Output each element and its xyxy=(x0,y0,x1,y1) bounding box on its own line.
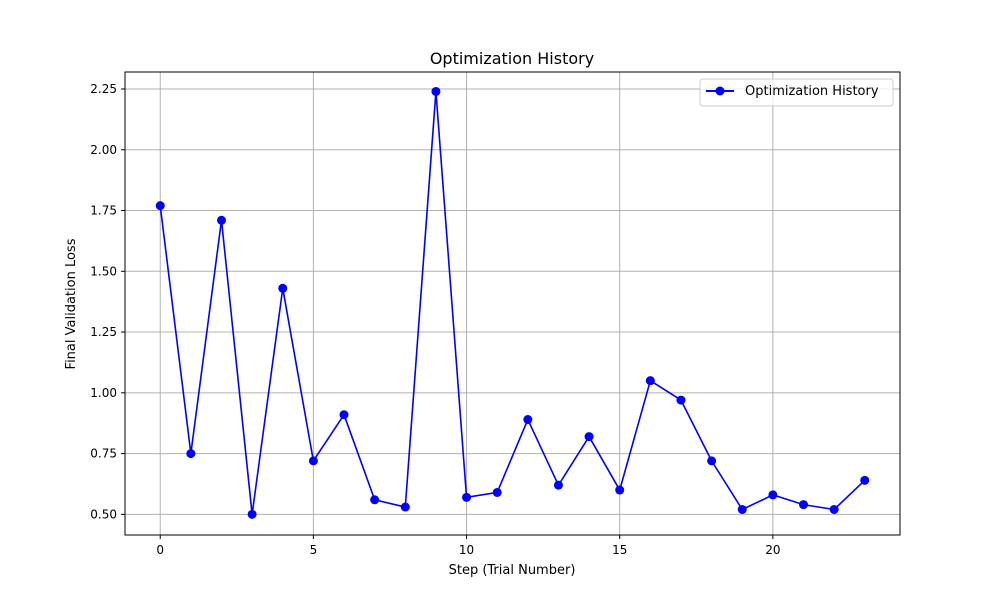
x-tick-label: 5 xyxy=(310,543,318,557)
legend-label: Optimization History xyxy=(745,84,879,99)
grid-layer xyxy=(125,72,900,535)
data-point xyxy=(737,504,747,514)
data-point xyxy=(339,410,349,420)
data-point xyxy=(431,86,441,96)
data-point xyxy=(645,376,655,386)
data-point xyxy=(216,215,226,225)
data-point xyxy=(155,201,165,211)
x-axis-label: Step (Trial Number) xyxy=(449,563,576,578)
data-point xyxy=(584,432,594,442)
data-point xyxy=(860,475,870,485)
legend-box xyxy=(699,78,894,107)
plot-frame xyxy=(124,71,901,536)
y-tick-label: 1.25 xyxy=(90,325,117,339)
y-tick-label: 0.50 xyxy=(90,507,117,521)
y-tick-label: 2.00 xyxy=(90,143,117,157)
y-tick-label: 0.75 xyxy=(90,447,117,461)
chart-title: Optimization History xyxy=(430,49,594,68)
x-tick-label: 10 xyxy=(459,543,474,557)
x-tick-label: 0 xyxy=(156,543,164,557)
data-point xyxy=(278,283,288,293)
data-point xyxy=(370,495,380,505)
data-point xyxy=(523,415,533,425)
y-axis-label: Final Validation Loss xyxy=(64,238,79,369)
data-point xyxy=(799,500,809,510)
data-point xyxy=(553,480,563,490)
data-point xyxy=(247,509,257,519)
data-point xyxy=(676,395,686,405)
data-point xyxy=(400,502,410,512)
data-point xyxy=(462,492,472,502)
y-tick-label: 2.25 xyxy=(90,82,117,96)
data-point xyxy=(308,456,318,466)
legend-marker-swatch xyxy=(715,86,725,96)
y-tick-label: 1.50 xyxy=(90,264,117,278)
series-line xyxy=(159,90,866,516)
y-tick-label: 1.75 xyxy=(90,204,117,218)
x-tick-label: 15 xyxy=(612,543,627,557)
y-tick-label: 1.00 xyxy=(90,386,117,400)
data-point xyxy=(707,456,717,466)
data-point xyxy=(492,487,502,497)
data-point xyxy=(615,485,625,495)
data-point xyxy=(186,449,196,459)
tick-layer: 0 5 10 15 20 0.50 0.75 1.00 1.25 1.50 1.75 2.00 2.25 xyxy=(90,82,780,557)
data-point xyxy=(829,504,839,514)
series-layer xyxy=(155,86,870,519)
data-point xyxy=(768,490,778,500)
x-tick-label: 20 xyxy=(765,543,780,557)
legend: Optimization History xyxy=(699,78,894,107)
